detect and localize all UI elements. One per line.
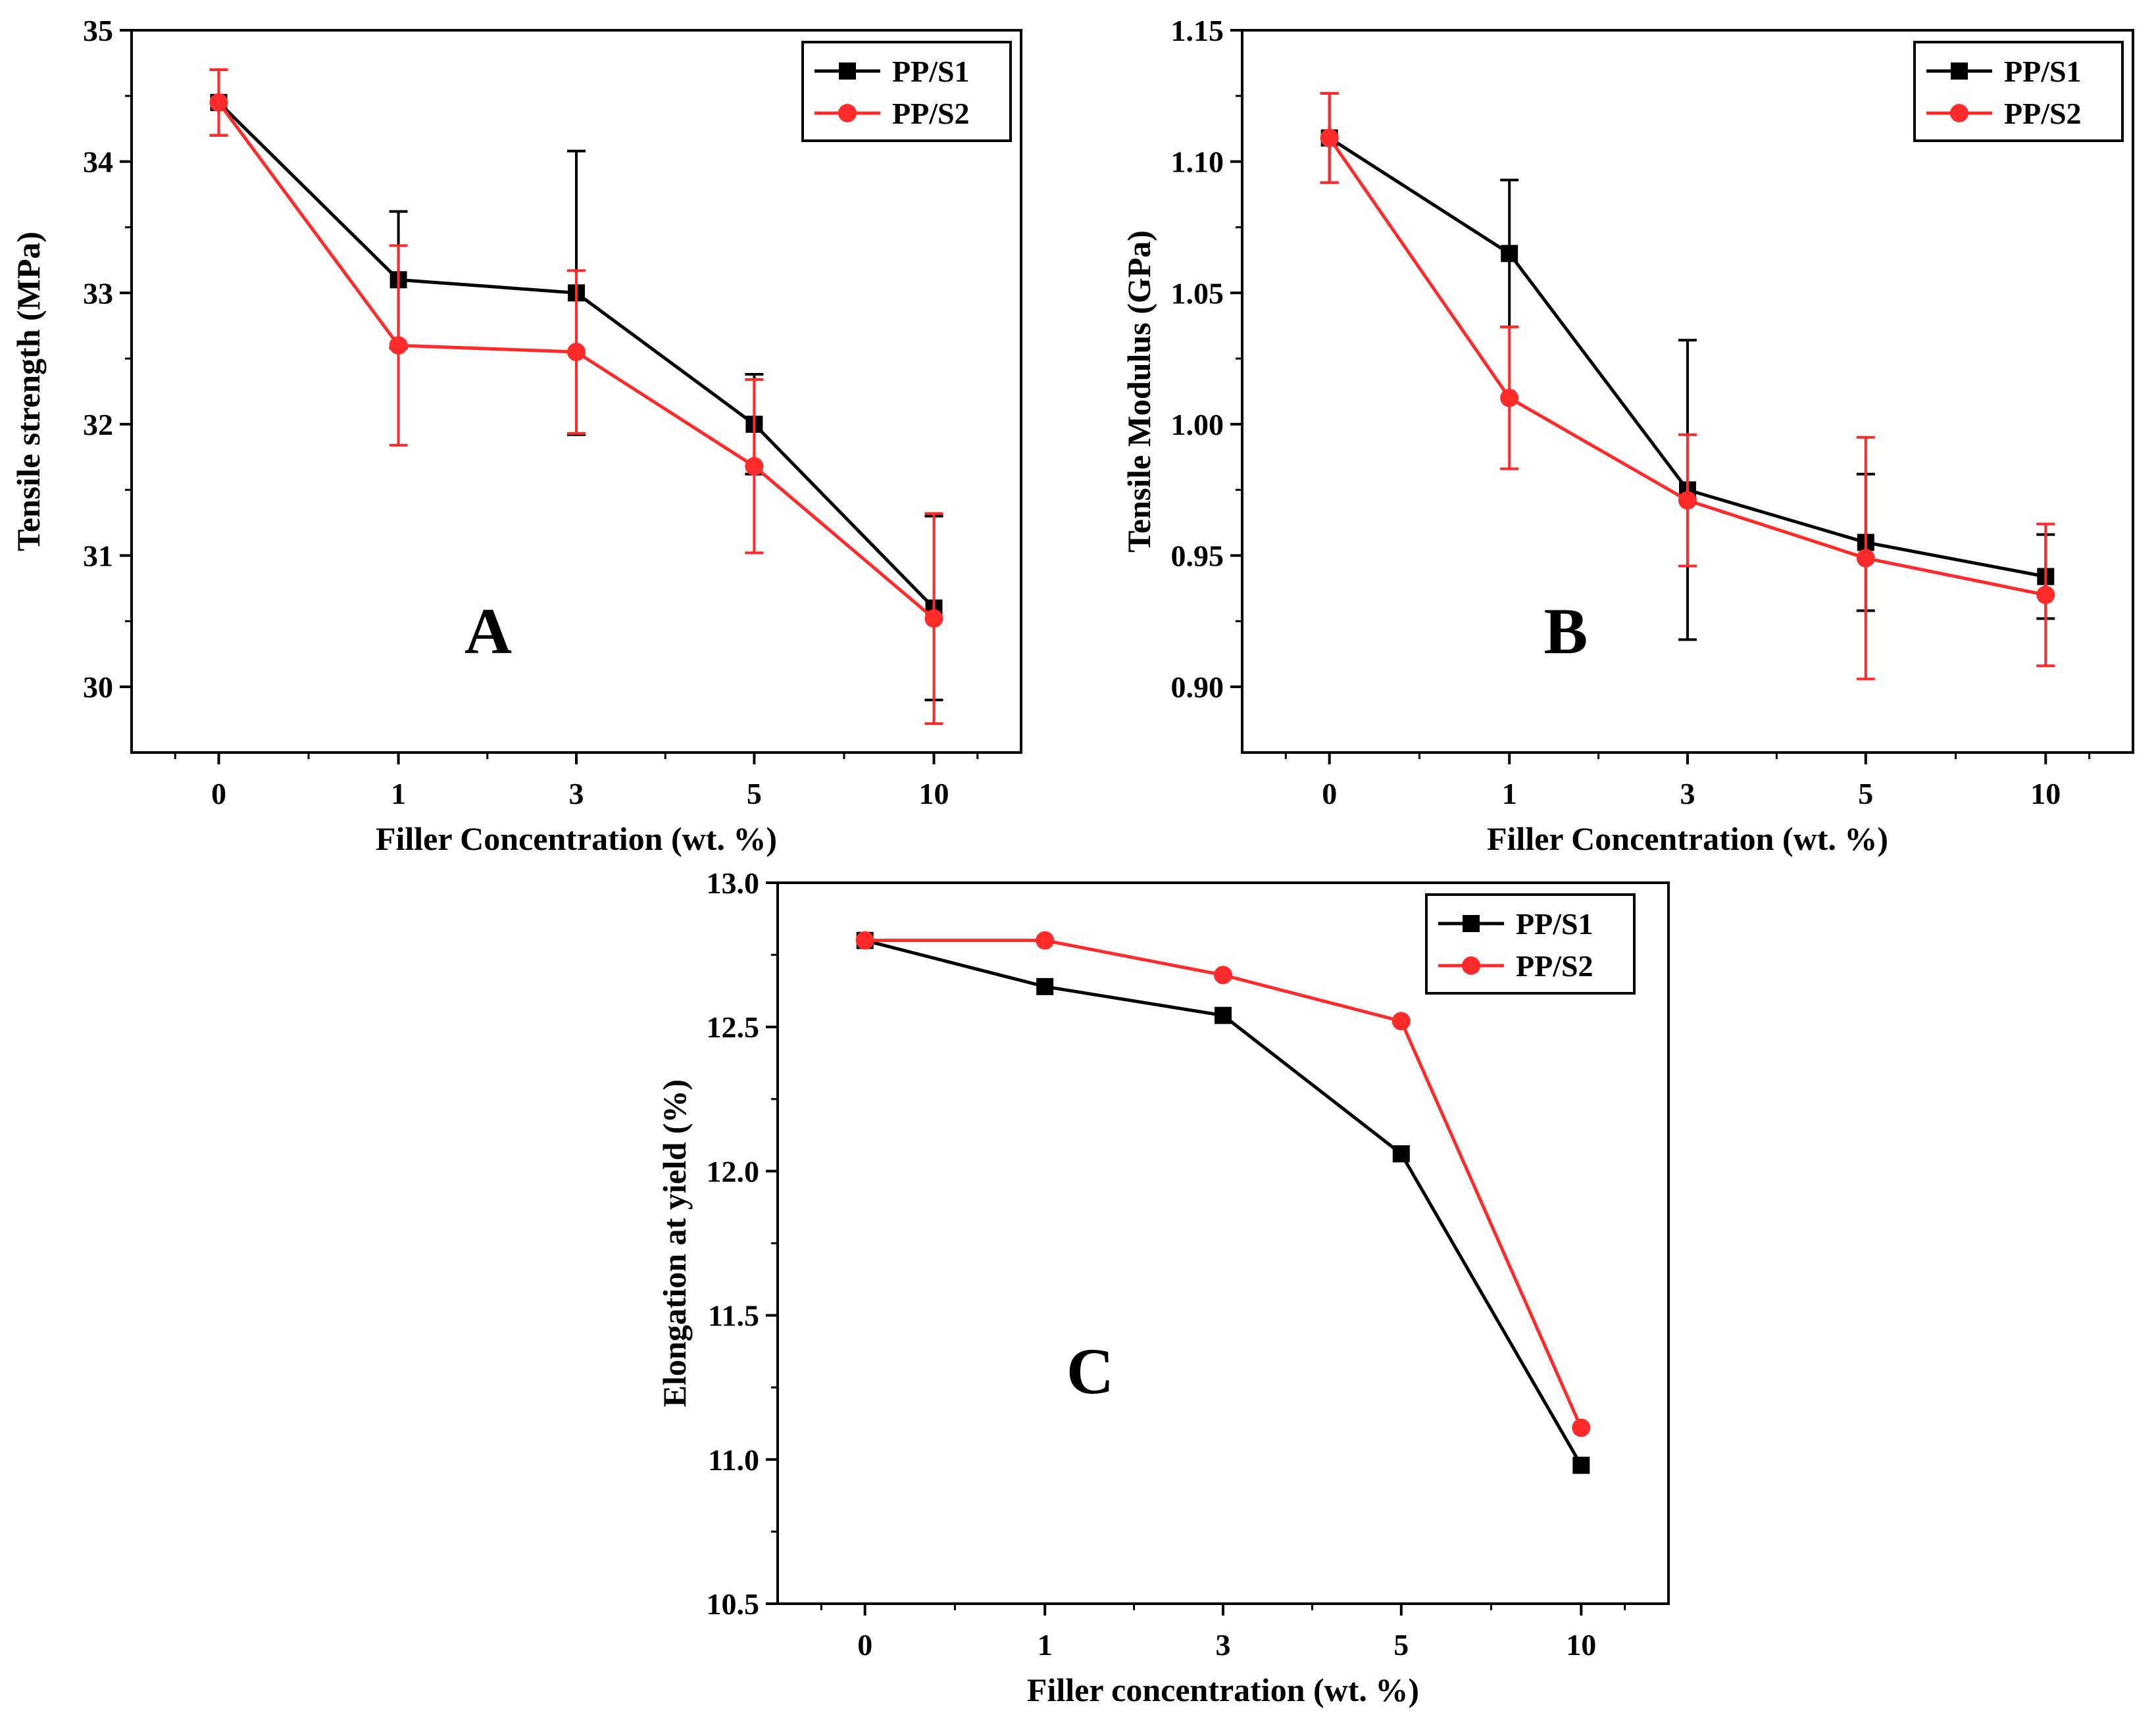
x-tick-label: 10 [1566,1628,1596,1662]
x-axis-label: Filler concentration (wt. %) [1027,1671,1419,1708]
legend-box [801,41,1012,142]
series-pp-s2 [1320,91,2055,681]
x-axis-label: Filler Concentration (wt. %) [376,820,777,857]
panel-letter: C [1066,1335,1114,1408]
y-tick-label: 12.5 [707,1010,760,1044]
y-axis-label: Tensile strength (MPa) [10,232,47,551]
y-tick-label: 0.90 [1171,670,1224,704]
legend-marker-circle [838,104,857,122]
y-axis-label: Elongation at yield (%) [656,1079,693,1408]
y-tick-label: 12.0 [707,1154,760,1188]
y-tick-label: 32 [83,408,113,441]
y-tick-label: 1.00 [1171,408,1224,441]
legend-box [1913,41,2124,142]
x-tick-label: 3 [1216,1628,1231,1662]
data-point-square [1572,1456,1590,1474]
legend-label: PP/S2 [892,97,970,130]
chart-panel-b: 0.90 0.95 1.00 1.05 1.10 1.15 0 1 3 5 10 Filler Con… [1120,14,2134,857]
y-tick-label: 35 [83,14,113,47]
y-tick-label: 30 [83,670,113,704]
data-point-circle [2036,585,2055,605]
data-point-square [1215,1006,1232,1024]
x-tick-label: 10 [919,777,949,810]
legend-marker-circle [1462,956,1480,975]
x-tick-label: 1 [1038,1628,1053,1662]
data-point-circle [1678,491,1697,510]
data-point-circle [1214,966,1232,985]
series-pp-s2 [209,68,943,726]
legend-marker-square [839,62,856,80]
data-point-circle [209,93,228,112]
y-tick-label: 11.0 [708,1443,759,1477]
data-point-circle [1320,128,1339,147]
data-point-square [1501,245,1518,262]
data-point-circle [1500,388,1519,407]
x-tick-label: 0 [857,1628,872,1662]
y-tick-label: 1.15 [1171,14,1224,47]
data-point-circle [855,931,874,950]
data-point-circle [389,336,408,355]
data-point-circle [1391,1012,1411,1031]
data-point-circle [1856,549,1875,568]
x-tick-label: 5 [747,777,762,810]
data-point-circle [924,609,943,628]
x-tick-label: 3 [1680,777,1695,810]
x-tick-label: 10 [2030,777,2061,810]
x-tick-label: 3 [569,777,584,810]
x-tick-label: 5 [1858,777,1873,810]
y-axis-label: Tensile Modulus (GPa) [1120,230,1157,553]
y-tick-label: 1.05 [1171,276,1224,310]
x-tick-label: 0 [1322,777,1337,810]
legend: PP/S1 PP/S2 [1913,41,2124,142]
x-tick-label: 0 [211,777,226,810]
y-tick-label: 11.5 [708,1299,759,1333]
legend-marker-circle [1950,104,1968,122]
data-point-circle [1036,931,1055,950]
legend-label: PP/S1 [1516,907,1593,941]
legend: PP/S1 PP/S2 [1425,893,1636,995]
x-tick-label: 5 [1393,1628,1409,1662]
series-pp-s1 [856,931,1590,1474]
y-tick-label: 33 [83,276,113,310]
x-axis-label: Filler Concentration (wt. %) [1487,820,1888,857]
legend-label: PP/S2 [1516,949,1593,983]
y-tick-label: 31 [83,539,113,573]
y-tick-label: 0.95 [1171,539,1224,573]
panel-letter: A [464,595,512,668]
legend-box [1425,893,1636,995]
data-point-square [1036,977,1054,995]
y-tick-label: 10.5 [707,1587,760,1621]
data-point-square [1392,1145,1410,1163]
data-point-circle [567,343,586,362]
legend-label: PP/S1 [892,55,970,88]
panel-letter: B [1544,595,1588,668]
y-tick-label: 1.10 [1171,145,1224,179]
legend-marker-square [1951,62,1968,80]
y-tick-label: 34 [83,145,113,179]
legend-label: PP/S1 [2004,55,2082,88]
y-tick-label: 13.0 [707,866,760,900]
data-point-circle [745,457,764,476]
legend-label: PP/S2 [2004,97,2082,130]
x-tick-label: 1 [1502,777,1517,810]
series-pp-s2 [855,931,1591,1437]
x-tick-label: 1 [391,777,406,810]
legend-marker-square [1463,915,1480,932]
chart-panel-c: 10.5 11.0 11.5 12.0 12.5 13.0 0 1 3 5 10 Filler con… [656,866,1670,1708]
data-point-circle [1572,1418,1591,1437]
legend: PP/S1 PP/S2 [801,41,1012,142]
